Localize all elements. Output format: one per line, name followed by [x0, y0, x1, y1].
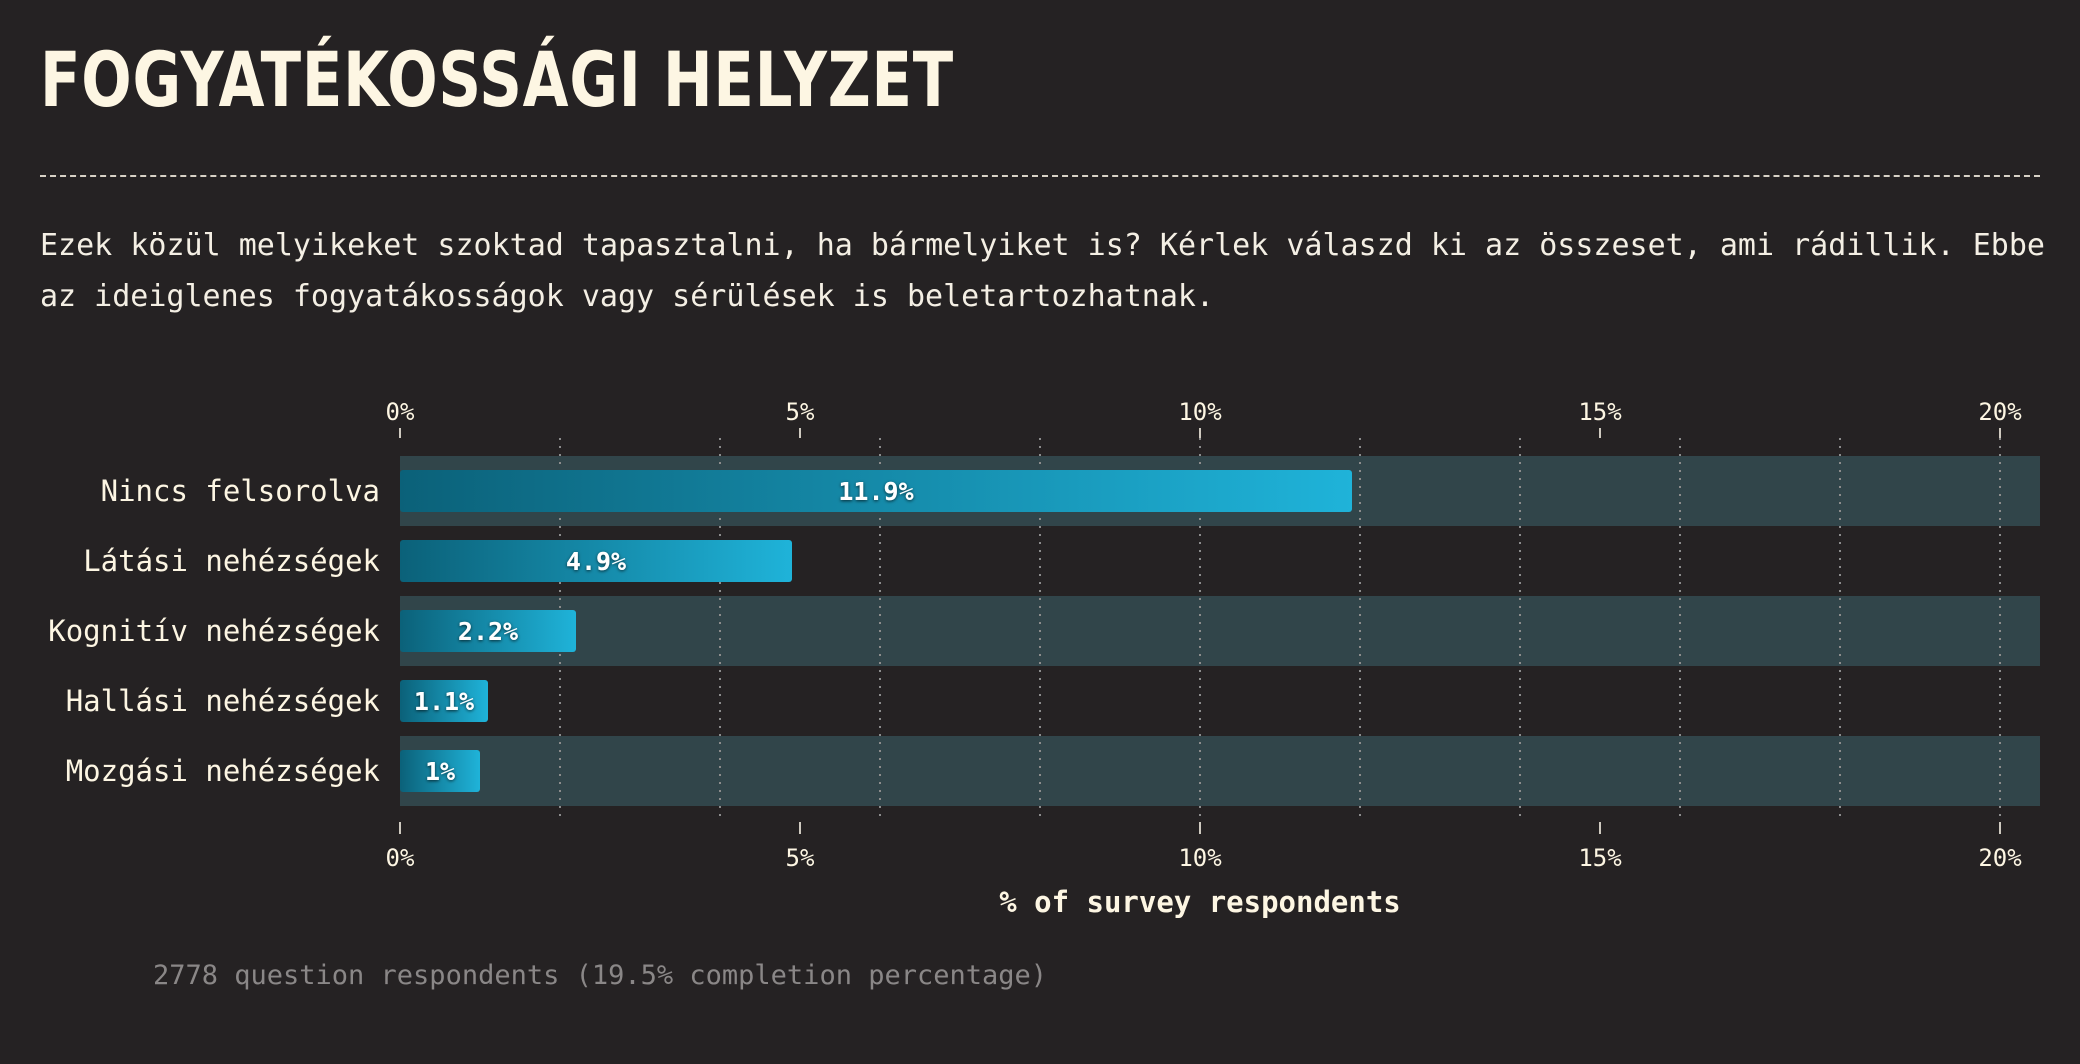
category-label: Látási nehézségek	[83, 544, 380, 578]
top-tick-label: 0%	[386, 398, 415, 426]
bar-value-label: 1%	[425, 757, 455, 786]
bar	[400, 610, 576, 652]
bar-value-label: 11.9%	[838, 477, 913, 506]
x-axis-label: % of survey respondents	[999, 885, 1401, 919]
title-divider	[40, 175, 2040, 177]
category-label: Hallási nehézségek	[66, 684, 381, 718]
respondent-count-note: 2778 question respondents (19.5% complet…	[152, 960, 1048, 991]
row-band	[400, 736, 2040, 806]
bar	[400, 540, 792, 582]
chart-title: FOGYATÉKOSSÁGI HELYZET	[40, 35, 954, 124]
bar	[400, 470, 1352, 512]
category-label: Mozgási nehézségek	[66, 754, 381, 788]
bottom-tick-label: 10%	[1178, 844, 1222, 872]
top-tick-label: 10%	[1178, 398, 1222, 426]
bar-value-label: 4.9%	[566, 547, 626, 576]
top-tick-label: 15%	[1578, 398, 1622, 426]
survey-question: Ezek közül melyikeket szoktad tapasztaln…	[40, 228, 2045, 314]
bar	[400, 680, 488, 722]
bottom-tick-label: 20%	[1978, 844, 2022, 872]
top-tick-label: 20%	[1978, 398, 2022, 426]
row-band	[400, 596, 2040, 666]
bottom-tick-label: 5%	[786, 844, 815, 872]
bar-value-label: 1.1%	[414, 687, 474, 716]
bar-chart: 11.9% Nincs felsorolva 4.9% Látási nehézség…	[48, 398, 2040, 919]
bar-value-label: 2.2%	[458, 617, 518, 646]
top-tick-label: 5%	[786, 398, 815, 426]
bottom-tick-label: 0%	[386, 844, 415, 872]
category-label: Nincs felsorolva	[101, 474, 380, 508]
bottom-tick-label: 15%	[1578, 844, 1622, 872]
bar	[400, 750, 480, 792]
category-label: Kognitív nehézségek	[48, 614, 380, 648]
